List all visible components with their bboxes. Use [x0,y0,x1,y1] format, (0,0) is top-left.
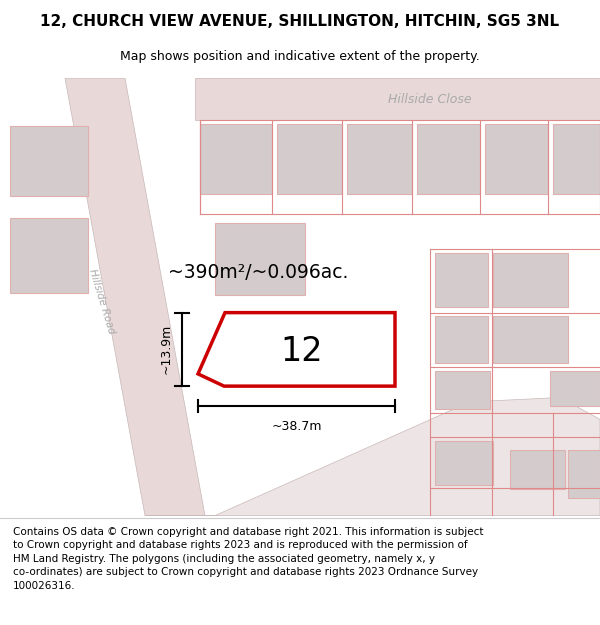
Polygon shape [198,312,395,386]
Polygon shape [485,124,548,194]
Text: Map shows position and indicative extent of the property.: Map shows position and indicative extent… [120,50,480,62]
Polygon shape [10,126,88,196]
Text: ~13.9m: ~13.9m [160,324,173,374]
Polygon shape [10,218,88,292]
Text: 12, CHURCH VIEW AVENUE, SHILLINGTON, HITCHIN, SG5 3NL: 12, CHURCH VIEW AVENUE, SHILLINGTON, HIT… [40,14,560,29]
Polygon shape [277,124,342,194]
Polygon shape [435,316,488,362]
Text: Hillside Close: Hillside Close [388,92,472,106]
Polygon shape [568,450,600,498]
Text: ~390m²/~0.096ac.: ~390m²/~0.096ac. [168,263,348,282]
Text: Hillside Road: Hillside Road [88,268,116,335]
Text: Contains OS data © Crown copyright and database right 2021. This information is : Contains OS data © Crown copyright and d… [13,526,484,591]
Polygon shape [493,316,568,362]
Text: 12: 12 [281,334,323,367]
Text: ~38.7m: ~38.7m [271,420,322,433]
Polygon shape [435,253,488,308]
Polygon shape [200,124,272,194]
Polygon shape [493,253,568,308]
Polygon shape [435,441,493,485]
Polygon shape [553,124,600,194]
Polygon shape [195,78,600,120]
Polygon shape [550,371,600,406]
Polygon shape [145,398,600,516]
Polygon shape [417,124,480,194]
Polygon shape [347,124,412,194]
Polygon shape [510,450,565,489]
Polygon shape [435,371,490,409]
Polygon shape [65,78,205,516]
Polygon shape [215,222,305,295]
